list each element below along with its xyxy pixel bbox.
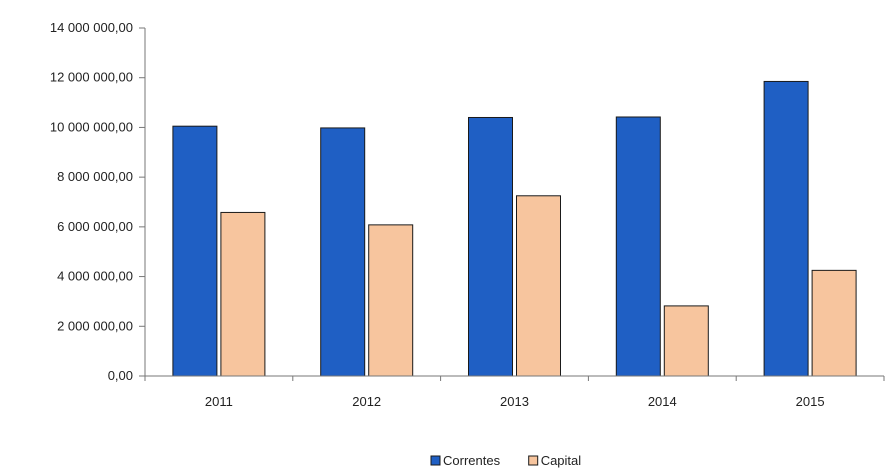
bar-correntes-2011 [172, 125, 218, 377]
bar-correntes-2015 [763, 80, 809, 377]
legend-label-correntes: Correntes [443, 453, 501, 468]
y-tick-label: 6 000 000,00 [57, 219, 133, 234]
x-tick-label: 2014 [648, 394, 677, 409]
legend-swatch-capital [528, 455, 539, 466]
legend: Correntes Capital [430, 453, 582, 468]
plot-area [172, 80, 857, 377]
bar-capital-2011 [220, 211, 266, 377]
bar-capital-2014 [663, 305, 709, 377]
legend-swatch-correntes [430, 455, 441, 466]
bar-correntes-2013 [468, 116, 513, 377]
x-tick-label: 2011 [205, 394, 233, 409]
bar-capital-2015 [811, 269, 857, 377]
y-tick-label: 10 000 000,00 [50, 119, 133, 134]
bar-capital-2013 [516, 195, 561, 377]
legend-label-capital: Capital [541, 453, 582, 468]
bar-capital-2012 [368, 224, 414, 377]
y-axis: 0,00 2 000 000,00 4 000 000,00 6 000 000,00… [50, 20, 146, 383]
y-tick-label: 8 000 000,00 [57, 169, 133, 184]
y-tick-label: 14 000 000,00 [50, 20, 133, 35]
x-axis: 2011 2012 2013 2014 2015 [144, 375, 885, 409]
y-tick-label: 12 000 000,00 [50, 70, 133, 85]
y-tick-label: 0,00 [108, 368, 133, 383]
bar-correntes-2012 [320, 127, 366, 377]
x-tick-label: 2015 [796, 394, 825, 409]
x-tick-label: 2012 [352, 394, 381, 409]
y-tick-label: 4 000 000,00 [57, 269, 133, 284]
x-tick-label: 2013 [500, 394, 529, 409]
y-tick-label: 2 000 000,00 [57, 318, 133, 333]
bar-correntes-2014 [615, 116, 661, 377]
